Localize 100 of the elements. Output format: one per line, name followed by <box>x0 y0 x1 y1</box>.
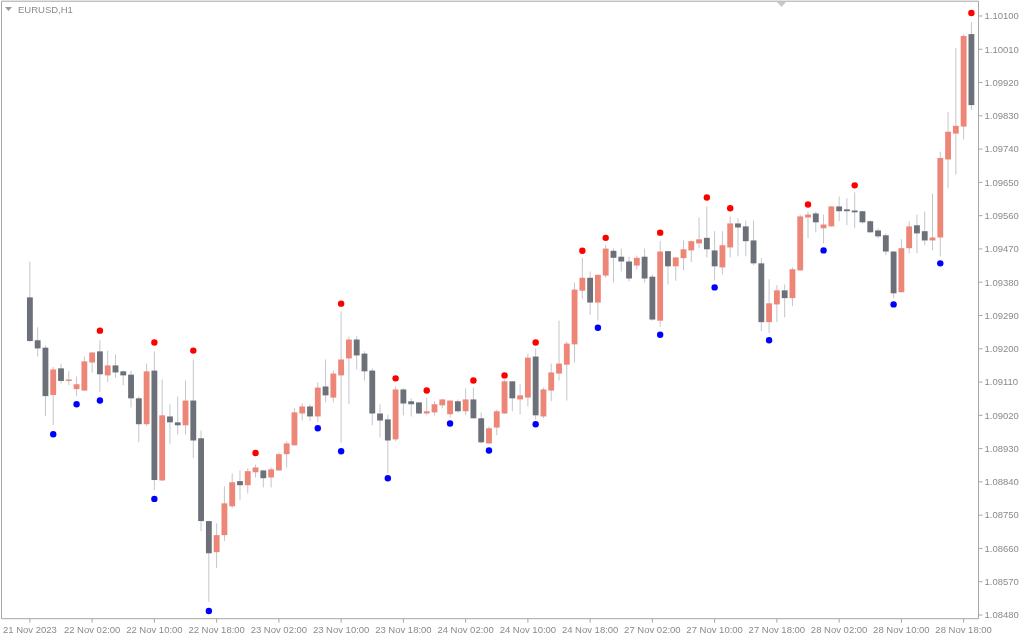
candlestick <box>548 363 555 402</box>
point <box>501 372 508 379</box>
point <box>337 300 345 307</box>
candlestick <box>952 47 959 176</box>
candlestick <box>408 397 415 417</box>
candlestick <box>384 414 391 474</box>
point <box>392 375 399 382</box>
point <box>711 284 718 291</box>
point <box>151 495 158 503</box>
chart-title: EURUSD,H1 <box>18 4 73 15</box>
point <box>446 420 454 427</box>
y-tick-label: 1.08570 <box>984 576 1019 588</box>
y-tick-label: 1.09650 <box>984 176 1019 188</box>
point <box>656 229 664 236</box>
point <box>470 377 477 384</box>
candlestick <box>353 335 360 370</box>
candlestick <box>400 387 407 416</box>
candlestick <box>556 320 562 382</box>
point <box>890 301 897 308</box>
y-tick-label: 1.09200 <box>984 343 1019 355</box>
point <box>314 425 321 432</box>
candlestick <box>711 230 718 281</box>
y-tick-label: 1.09560 <box>984 209 1019 221</box>
candlestick <box>213 522 220 569</box>
candlestick <box>843 197 850 226</box>
candlestick <box>283 440 290 468</box>
point <box>190 347 197 354</box>
candlestick <box>34 326 41 358</box>
point <box>50 430 57 438</box>
point <box>579 247 586 254</box>
candlestick <box>688 239 695 263</box>
y-tick-label: 1.09920 <box>984 76 1019 88</box>
point <box>423 387 430 394</box>
x-tick-label: 23 Nov 18:00 <box>375 623 432 635</box>
candlestick <box>58 363 64 385</box>
point <box>594 324 602 331</box>
point <box>765 337 773 344</box>
point <box>820 247 827 254</box>
candlestick <box>563 340 570 402</box>
point <box>804 201 812 208</box>
point <box>252 449 259 457</box>
candlestick <box>921 211 928 246</box>
y-tick-label: 1.09380 <box>984 276 1019 288</box>
candlestick <box>672 256 679 282</box>
point <box>96 327 104 334</box>
point <box>703 194 711 201</box>
y-tick-label: 1.08840 <box>984 476 1019 488</box>
point <box>726 205 734 212</box>
candlestick <box>781 283 788 318</box>
x-tick-label: 27 Nov 02:00 <box>624 623 681 635</box>
candlestick <box>805 211 811 239</box>
candlestick <box>719 230 726 275</box>
x-tick-label: 22 Nov 18:00 <box>188 623 245 635</box>
candlestick <box>244 467 251 494</box>
y-tick-label: 1.09830 <box>984 110 1019 122</box>
candlestick <box>237 469 243 501</box>
candlestick <box>275 451 282 472</box>
candlestick <box>517 383 524 416</box>
candlestick <box>167 403 173 445</box>
point <box>205 607 213 615</box>
candlestick <box>906 220 913 254</box>
y-tick-label: 1.09020 <box>984 409 1019 421</box>
x-tick-label: 27 Nov 10:00 <box>686 623 743 635</box>
point <box>151 339 158 346</box>
y-tick-label: 1.09470 <box>984 243 1019 255</box>
x-tick-label: 24 Nov 10:00 <box>499 623 557 635</box>
candlestick <box>703 205 710 258</box>
candlestick <box>626 256 632 282</box>
point <box>73 401 80 408</box>
candlestick <box>346 336 352 405</box>
x-tick-label: 28 Nov 10:00 <box>873 623 930 635</box>
y-tick-label: 1.09740 <box>984 143 1019 155</box>
candlestick <box>579 257 586 299</box>
x-tick-label: 23 Nov 02:00 <box>250 623 308 635</box>
candlestick <box>128 370 134 409</box>
x-tick-label: 21 Nov 2023 <box>2 623 57 635</box>
point <box>602 234 609 242</box>
x-tick-label: 24 Nov 02:00 <box>437 623 494 635</box>
point <box>851 182 858 189</box>
candlestick <box>493 408 500 436</box>
x-tick-label: 22 Nov 10:00 <box>126 623 183 635</box>
candlestick <box>97 339 103 393</box>
point <box>485 447 493 454</box>
x-tick-label: 24 Nov 18:00 <box>561 623 619 635</box>
candlestick <box>882 232 889 256</box>
candlestick <box>470 387 477 420</box>
candlestick <box>742 219 749 257</box>
x-tick-label: 27 Nov 18:00 <box>748 623 806 635</box>
y-tick-label: 1.08930 <box>984 442 1019 454</box>
point <box>532 339 539 346</box>
candlestick <box>462 387 469 416</box>
x-tick-label: 28 Nov 02:00 <box>810 623 868 635</box>
y-tick-label: 1.10100 <box>984 10 1019 22</box>
candlestick <box>174 395 181 436</box>
candlestick <box>735 217 741 257</box>
point <box>96 397 104 404</box>
candlestick <box>377 403 383 439</box>
point <box>384 474 392 482</box>
candlestick <box>766 278 773 334</box>
candlestick <box>828 205 835 228</box>
